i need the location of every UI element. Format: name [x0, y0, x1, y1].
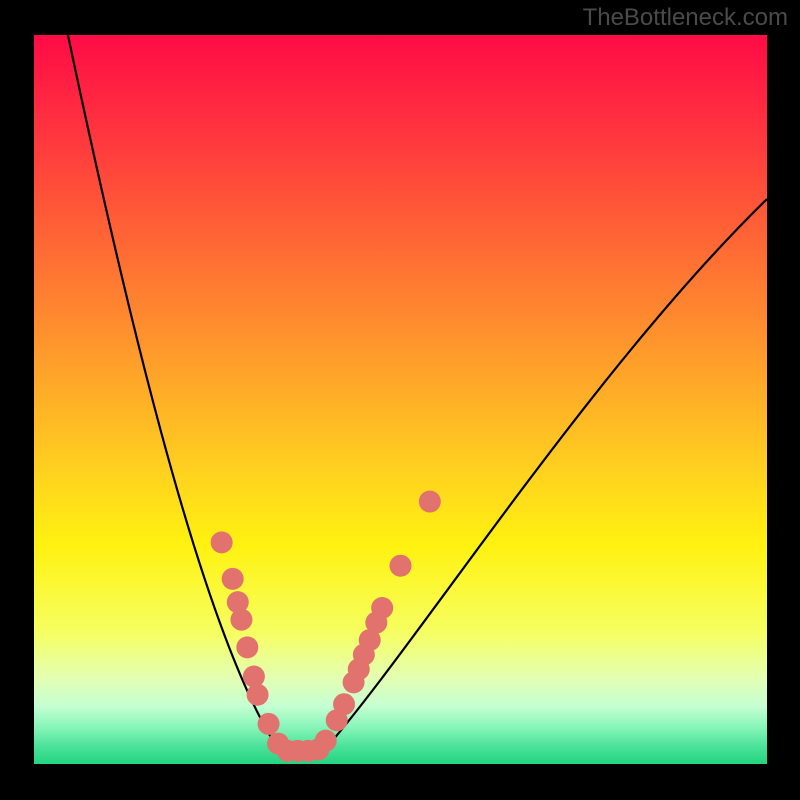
watermark-text: TheBottleneck.com — [583, 4, 788, 32]
bottleneck-chart — [0, 0, 800, 800]
curve-marker — [247, 684, 269, 706]
chart-container: TheBottleneck.com — [0, 0, 800, 800]
curve-marker — [315, 730, 337, 752]
curve-marker — [236, 636, 258, 658]
curve-marker — [230, 609, 252, 631]
curve-marker — [243, 666, 265, 688]
curve-marker — [222, 568, 244, 590]
curve-marker — [390, 555, 412, 577]
curve-marker — [371, 597, 393, 619]
curve-marker — [333, 693, 355, 715]
curve-marker — [258, 713, 280, 735]
curve-marker — [211, 531, 233, 553]
curve-marker — [419, 491, 441, 513]
